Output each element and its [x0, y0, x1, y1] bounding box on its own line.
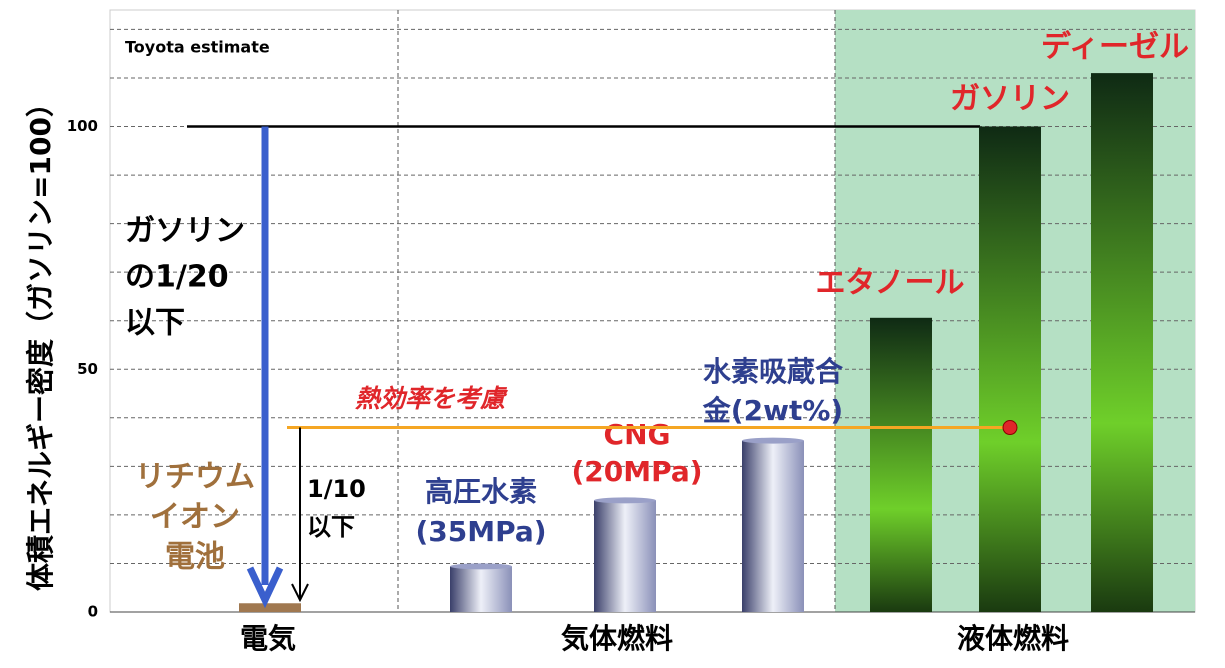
bar-top	[450, 563, 512, 570]
bar	[742, 440, 804, 612]
bar-label: 水素吸蔵合	[703, 355, 844, 388]
bar	[870, 317, 932, 612]
bar-label: (20MPa)	[571, 455, 702, 488]
ratio-note: 以下	[307, 513, 355, 541]
bar-label: リチウム	[135, 460, 255, 495]
ratio-note: の1/20	[125, 260, 229, 295]
thermal-note: 熱効率を考慮	[355, 384, 509, 413]
y-axis-label: 体積エネルギー密度（ガソリン=100）	[24, 89, 57, 591]
arrow-head	[246, 566, 284, 609]
ratio-note: 以下	[125, 306, 185, 341]
bar-label: エタノール	[815, 266, 964, 301]
bar-label: ディーゼル	[1041, 30, 1189, 65]
bar-label: 高圧水素	[425, 475, 537, 508]
bar-label: ガソリン	[950, 82, 1070, 117]
bar	[594, 500, 656, 612]
bar-top	[742, 437, 804, 444]
bar	[1091, 73, 1153, 612]
bar-top	[594, 497, 656, 504]
bar-label: (35MPa)	[415, 515, 546, 548]
y-tick-label: 100	[67, 117, 98, 135]
group-label: 気体燃料	[561, 622, 673, 655]
group-label: 電気	[240, 622, 296, 655]
bar-label: 電池	[165, 540, 225, 575]
y-tick-label: 50	[77, 360, 98, 378]
ratio-note: 1/10	[307, 475, 366, 503]
adjusted-point	[1002, 420, 1018, 436]
y-tick-label: 0	[88, 603, 98, 621]
bar-label: CNG	[604, 418, 671, 451]
arrow-head	[291, 583, 309, 603]
bar	[239, 603, 301, 612]
bar-label: 金(2wt%)	[702, 394, 843, 427]
bar-label: イオン	[150, 500, 240, 535]
bar	[979, 126, 1041, 613]
group-label: 液体燃料	[957, 622, 1069, 655]
ratio-note: ガソリン	[125, 214, 245, 249]
source-note: Toyota estimate	[125, 38, 270, 57]
bar	[450, 566, 512, 612]
